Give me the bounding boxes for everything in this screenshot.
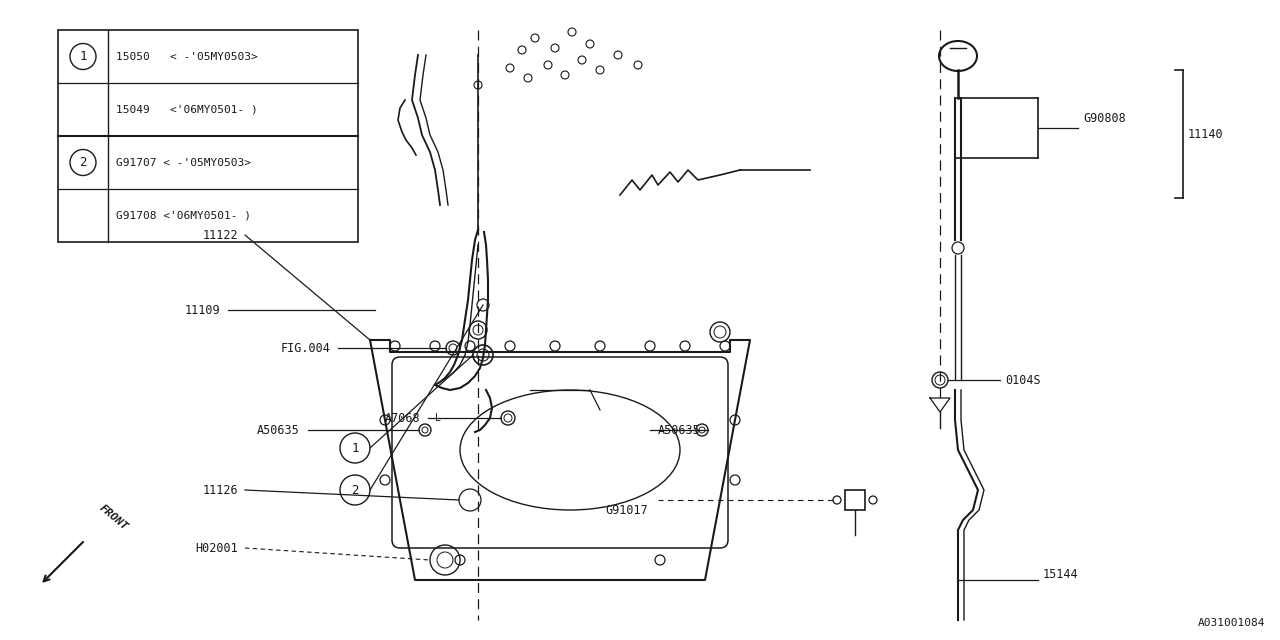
Text: 11126: 11126 <box>202 483 238 497</box>
Text: FIG.004: FIG.004 <box>280 342 330 355</box>
Text: G91017: G91017 <box>605 504 648 516</box>
Bar <box>845 490 865 510</box>
Text: A031001084: A031001084 <box>1198 618 1265 628</box>
Text: H02001: H02001 <box>196 541 238 554</box>
Text: A7068: A7068 <box>384 412 420 424</box>
Text: G91708 <'06MY0501- ): G91708 <'06MY0501- ) <box>116 211 251 221</box>
Text: 11122: 11122 <box>202 228 238 241</box>
Text: L: L <box>435 413 440 423</box>
Text: 1: 1 <box>351 442 358 454</box>
Bar <box>58 30 358 242</box>
Text: 1: 1 <box>79 50 87 63</box>
Text: 15050   < -'05MY0503>: 15050 < -'05MY0503> <box>116 51 257 61</box>
Text: 2: 2 <box>79 156 87 169</box>
Text: 11140: 11140 <box>1188 127 1224 141</box>
Text: 11109: 11109 <box>184 303 220 317</box>
Text: 15144: 15144 <box>1043 568 1079 582</box>
Text: G90808: G90808 <box>1083 111 1125 125</box>
Text: 0104S: 0104S <box>1005 374 1041 387</box>
Text: A50635: A50635 <box>658 424 700 436</box>
Text: A50635: A50635 <box>257 424 300 436</box>
Text: 2: 2 <box>351 483 358 497</box>
Text: 15049   <'06MY0501- ): 15049 <'06MY0501- ) <box>116 104 257 115</box>
Text: G91707 < -'05MY0503>: G91707 < -'05MY0503> <box>116 157 251 168</box>
Text: FRONT: FRONT <box>97 502 129 532</box>
